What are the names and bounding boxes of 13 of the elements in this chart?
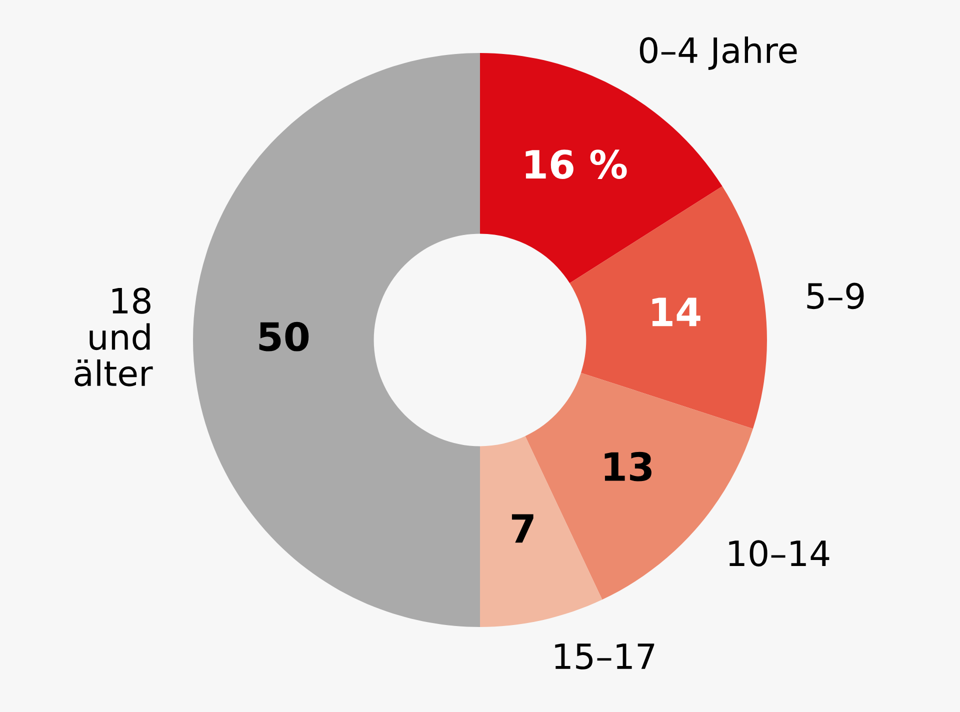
- slice-label: 5–9: [807, 282, 864, 310]
- data-label: 16 %: [526, 150, 627, 180]
- data-label: 14: [652, 298, 700, 326]
- slice-label: 18 und älter: [74, 288, 153, 386]
- data-label: 13: [604, 452, 652, 482]
- donut-slice: [480, 436, 602, 627]
- donut-slice: [193, 53, 480, 627]
- data-label: 7: [512, 514, 534, 543]
- slice-label: 0–4 Jahre: [640, 36, 797, 70]
- slice-label: 10–14: [729, 540, 830, 566]
- slice-label: 15–17: [555, 644, 654, 670]
- donut-slice: [570, 186, 767, 429]
- data-label: 50: [259, 322, 309, 352]
